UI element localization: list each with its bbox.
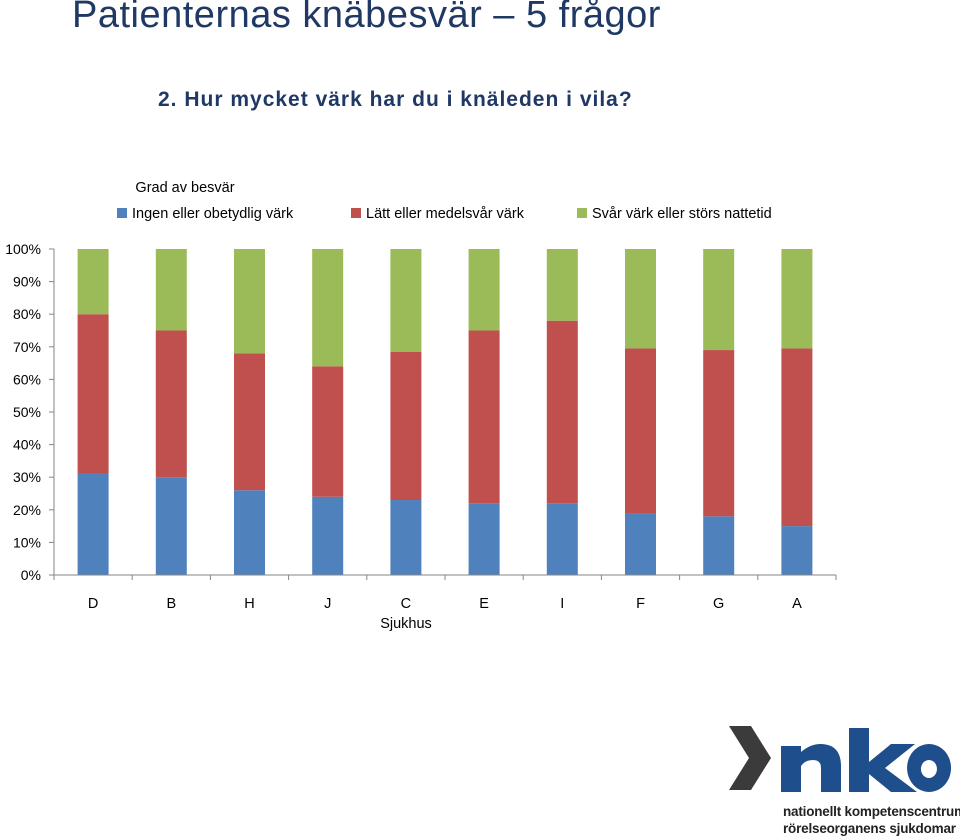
bar-segment — [77, 473, 109, 575]
bar-segment — [312, 366, 344, 497]
legend-swatch — [351, 208, 361, 218]
bar-segment — [155, 477, 187, 575]
x-tick-label: A — [792, 596, 802, 612]
legend-title: Grad av besvär — [135, 180, 234, 196]
x-tick-label: I — [560, 596, 564, 612]
bar-segment — [390, 500, 422, 575]
x-tick-label: B — [166, 596, 176, 612]
bars-group — [77, 249, 813, 575]
stacked-bar-chart: Grad av besvär Ingen eller obetydlig vär… — [5, 180, 837, 632]
y-tick-label: 0% — [21, 567, 41, 583]
bar-segment — [468, 249, 500, 331]
bar-segment — [703, 249, 735, 351]
bar-segment — [234, 249, 265, 354]
bar-segment — [312, 249, 344, 367]
bar-segment — [390, 351, 422, 501]
bar-segment — [155, 330, 187, 478]
legend-label: Ingen eller obetydlig värk — [132, 206, 294, 222]
y-tick-label: 50% — [13, 404, 41, 420]
bar-segment — [625, 513, 656, 575]
bar-segment — [625, 348, 656, 514]
y-tick-label: 90% — [13, 274, 41, 290]
question-text: 2. Hur mycket värk har du i knäleden i v… — [158, 88, 633, 111]
bar-segment — [781, 348, 813, 527]
legend-label: Lätt eller medelsvår värk — [366, 206, 525, 222]
legend: Ingen eller obetydlig värk Lätt eller med… — [117, 206, 772, 222]
y-axis: 0% 10% 20% 30% 40% 50% 60% 70% 80% 90% 100% — [5, 241, 55, 583]
legend-label: Svår värk eller störs nattetid — [592, 206, 772, 222]
y-tick-label: 60% — [13, 371, 41, 387]
bar-segment — [468, 503, 500, 575]
bar-segment — [77, 249, 109, 315]
logo-line-2: rörelseorganens sjukdomar — [783, 821, 956, 836]
bar-segment — [546, 320, 578, 504]
bar-segment — [546, 249, 578, 321]
legend-swatch — [577, 208, 587, 218]
bar-segment — [155, 249, 187, 331]
bar-segment — [234, 490, 265, 575]
legend-swatch — [117, 208, 127, 218]
nko-logo-mark — [729, 726, 952, 792]
y-tick-label: 20% — [13, 502, 41, 518]
y-tick-label: 70% — [13, 339, 41, 355]
bar-segment — [390, 249, 422, 352]
page-title: Patienternas knäbesvär – 5 frågor — [72, 0, 661, 36]
y-tick-label: 10% — [13, 534, 41, 550]
bar-segment — [77, 314, 109, 474]
bar-segment — [703, 516, 735, 575]
y-tick-label: 80% — [13, 306, 41, 322]
x-axis-title: Sjukhus — [380, 616, 432, 632]
x-tick-label: J — [324, 596, 331, 612]
nko-logo: nationellt kompetenscentrum rörelseorgan… — [725, 718, 960, 840]
y-tick-label: 30% — [13, 469, 41, 485]
bar-segment — [312, 496, 344, 575]
y-tick-label: 100% — [5, 241, 41, 257]
x-tick-label: F — [636, 596, 645, 612]
bar-segment — [625, 249, 656, 349]
x-tick-label: E — [479, 596, 489, 612]
bar-segment — [546, 503, 578, 575]
x-tick-label: C — [401, 596, 411, 612]
x-tick-label: D — [88, 596, 98, 612]
bar-segment — [234, 353, 265, 491]
logo-line-1: nationellt kompetenscentrum — [783, 804, 960, 819]
bar-segment — [781, 249, 813, 349]
bar-segment — [703, 350, 735, 517]
x-tick-label: H — [244, 596, 254, 612]
y-tick-label: 40% — [13, 437, 41, 453]
bar-segment — [781, 526, 813, 575]
x-tick-label: G — [713, 596, 724, 612]
bar-segment — [468, 330, 500, 504]
